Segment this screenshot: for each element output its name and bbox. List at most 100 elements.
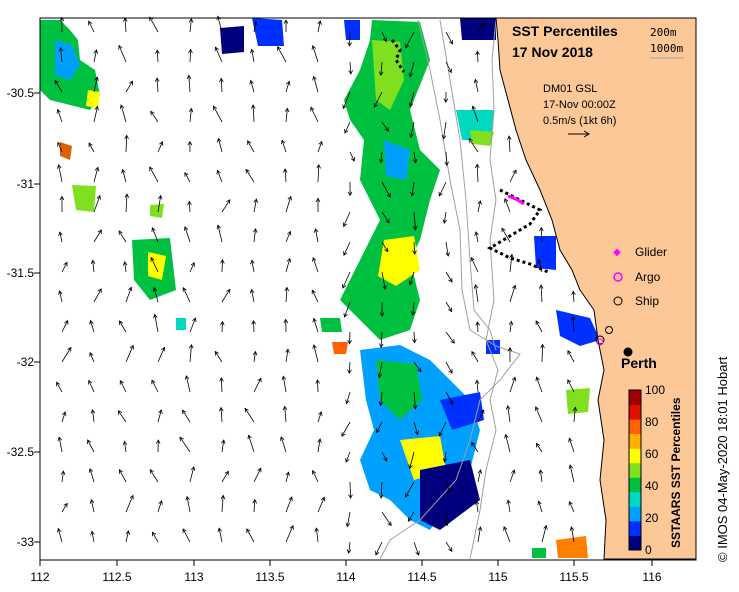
y-tick-label: -32 bbox=[17, 355, 35, 369]
current-arrow-head bbox=[217, 527, 223, 533]
current-arrow bbox=[477, 526, 481, 543]
current-arrow-head bbox=[182, 409, 187, 415]
current-arrow bbox=[189, 49, 192, 63]
current-arrow bbox=[443, 121, 447, 139]
current-arrow bbox=[184, 226, 191, 243]
current-arrow-head bbox=[185, 495, 190, 501]
current-vectors bbox=[54, 15, 578, 556]
current-arrow-head bbox=[382, 285, 387, 291]
current-arrow bbox=[568, 438, 575, 453]
sst-patch bbox=[150, 204, 164, 218]
current-arrow-head bbox=[537, 500, 542, 506]
current-arrow-head bbox=[347, 369, 352, 374]
current-arrow-head bbox=[448, 369, 453, 374]
current-arrow-head bbox=[90, 259, 96, 265]
current-arrow-head bbox=[480, 409, 485, 415]
current-arrow bbox=[151, 227, 159, 243]
current-arrow bbox=[118, 45, 127, 63]
current-arrow bbox=[572, 316, 575, 333]
current-arrow-head bbox=[450, 339, 455, 344]
current-arrow bbox=[381, 31, 387, 42]
current-arrow-head bbox=[538, 469, 544, 474]
sst-patch bbox=[176, 318, 186, 330]
current-arrow-head bbox=[379, 343, 384, 349]
current-arrow-head bbox=[408, 102, 414, 108]
current-arrow bbox=[89, 468, 95, 483]
current-arrow-head bbox=[410, 191, 415, 197]
current-arrow-head bbox=[506, 499, 511, 505]
current-arrow-head bbox=[448, 307, 453, 313]
current-arrow-head bbox=[377, 373, 383, 379]
current-arrow-head bbox=[118, 44, 123, 50]
legend-ship: Ship bbox=[635, 294, 659, 308]
current-arrow-head bbox=[317, 20, 322, 25]
current-arrow bbox=[409, 61, 415, 77]
current-arrow-head bbox=[345, 399, 350, 405]
x-tick-label: 115 bbox=[488, 570, 507, 584]
sst-patch bbox=[252, 18, 284, 46]
current-arrow-head bbox=[151, 379, 156, 385]
current-arrow bbox=[57, 109, 63, 123]
current-arrow-head bbox=[379, 312, 385, 318]
x-tick-label: 116 bbox=[642, 570, 661, 584]
current-arrow-head bbox=[376, 428, 381, 434]
current-arrow-head bbox=[286, 80, 291, 86]
current-arrow-head bbox=[90, 530, 95, 536]
current-arrow-head bbox=[88, 467, 94, 473]
current-arrow-head bbox=[412, 405, 418, 410]
current-arrow bbox=[119, 469, 127, 483]
current-arrow bbox=[312, 45, 319, 63]
current-arrow-head bbox=[378, 158, 384, 164]
current-arrow-head bbox=[507, 135, 512, 140]
current-arrow-head bbox=[512, 169, 517, 175]
current-arrow-head bbox=[93, 49, 99, 54]
current-arrow-head bbox=[224, 470, 229, 476]
current-arrow-head bbox=[567, 349, 572, 355]
current-arrow-head bbox=[315, 379, 320, 384]
current-arrow bbox=[285, 496, 293, 513]
current-arrow bbox=[59, 232, 63, 243]
current-arrow-head bbox=[281, 139, 286, 145]
current-arrow bbox=[349, 61, 352, 74]
current-arrow bbox=[376, 421, 383, 433]
current-arrow-head bbox=[383, 456, 388, 462]
current-arrow-head bbox=[67, 346, 72, 352]
current-arrow-head bbox=[124, 134, 129, 140]
x-axis-labels: 112 112.5 113 113.5 114 114.5 115 115.5 … bbox=[30, 570, 661, 584]
current-arrow-head bbox=[412, 158, 418, 164]
current-arrow-head bbox=[343, 251, 348, 256]
current-arrow bbox=[88, 380, 95, 393]
current-arrow bbox=[317, 141, 323, 153]
current-arrow-head bbox=[414, 430, 419, 436]
colorbar-swatch bbox=[629, 419, 641, 435]
current-arrow bbox=[317, 164, 320, 183]
sst-patch bbox=[55, 40, 80, 80]
current-arrow-head bbox=[56, 381, 61, 387]
current-arrow-head bbox=[64, 319, 69, 325]
current-arrow-head bbox=[320, 496, 325, 502]
current-arrow bbox=[150, 257, 159, 273]
current-arrow-head bbox=[373, 102, 378, 108]
current-arrow-head bbox=[87, 439, 92, 444]
current-arrow bbox=[346, 511, 351, 527]
current-arrow bbox=[413, 361, 422, 372]
current-arrow-head bbox=[468, 138, 473, 143]
current-arrow bbox=[93, 49, 97, 63]
current-arrow-head bbox=[313, 228, 319, 233]
current-arrow bbox=[405, 481, 415, 498]
current-arrow bbox=[90, 499, 95, 513]
sst-patch bbox=[566, 388, 590, 414]
current-arrow bbox=[152, 532, 159, 543]
x-tick-label: 112.5 bbox=[102, 570, 131, 584]
current-arrow bbox=[61, 262, 68, 273]
current-arrow bbox=[253, 468, 262, 483]
current-arrow-head bbox=[287, 230, 292, 236]
colorbar bbox=[629, 390, 641, 551]
current-arrow-head bbox=[285, 348, 290, 354]
current-arrow bbox=[285, 349, 289, 363]
ship-marker bbox=[595, 335, 605, 345]
current-arrow-head bbox=[284, 286, 290, 292]
current-arrow bbox=[93, 106, 98, 123]
legend-argo: Argo bbox=[635, 270, 661, 284]
current-arrow bbox=[280, 436, 287, 453]
